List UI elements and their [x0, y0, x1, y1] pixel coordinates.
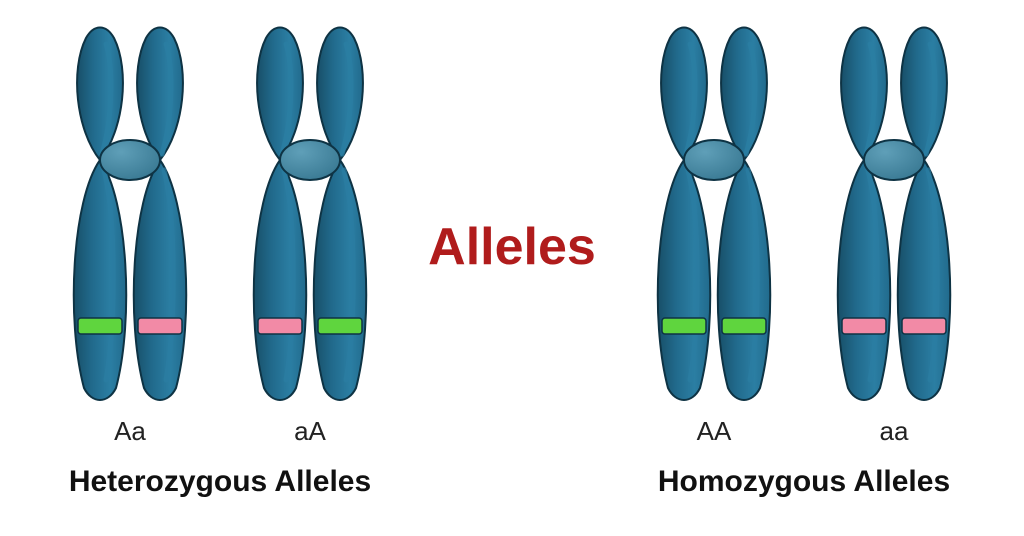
diagram-title: Alleles	[428, 217, 596, 277]
group-title: Homozygous Alleles	[658, 465, 950, 499]
group-heterozygous: Aa aA Heterozygous Alleles	[30, 20, 410, 499]
group-title: Heterozygous Alleles	[69, 465, 371, 499]
genotype-label: aa	[880, 416, 909, 447]
chromosome-pair: AA	[636, 20, 792, 447]
genotype-label: Aa	[114, 416, 146, 447]
chromosome-pair: aa	[816, 20, 972, 447]
chromosome-svg-wrap	[636, 20, 792, 410]
chromosome-svg-wrap	[816, 20, 972, 410]
pair-row: AA aa	[636, 20, 972, 447]
chromosome-pair: aA	[232, 20, 388, 447]
chromosome-svg-wrap	[52, 20, 208, 410]
genotype-label: AA	[697, 416, 732, 447]
genotype-label: aA	[294, 416, 326, 447]
chromosome-svg-wrap	[232, 20, 388, 410]
chromosome-pair: Aa	[52, 20, 208, 447]
pair-row: Aa aA	[52, 20, 388, 447]
group-homozygous: AA aa Homozygous Alleles	[614, 20, 994, 499]
